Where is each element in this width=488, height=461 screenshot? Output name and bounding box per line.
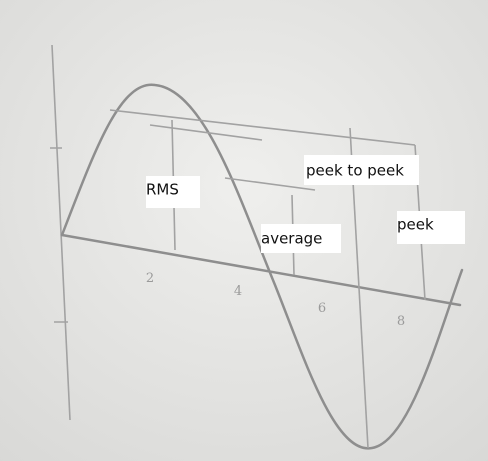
x-tick-label: 4	[234, 284, 242, 299]
rms-label: RMS	[146, 181, 179, 199]
label-box	[146, 176, 200, 208]
peak-label: peek	[397, 216, 434, 234]
horizontal-axis	[60, 233, 462, 307]
peak-line	[109, 109, 416, 146]
label-box	[261, 224, 341, 253]
average-label: average	[261, 230, 322, 248]
average-line	[224, 177, 316, 191]
sine-wave	[60, 83, 464, 450]
vertical-axis	[51, 44, 71, 421]
peak-to-peak-label: peek to peek	[306, 162, 404, 180]
label-box	[304, 155, 419, 185]
axis-ticks	[50, 147, 68, 323]
x-tick-label: 6	[318, 301, 326, 316]
x-tick-label: 2	[146, 271, 154, 286]
label-box	[397, 211, 465, 244]
rms-line	[149, 124, 263, 141]
x-tick-label: 8	[397, 314, 405, 329]
